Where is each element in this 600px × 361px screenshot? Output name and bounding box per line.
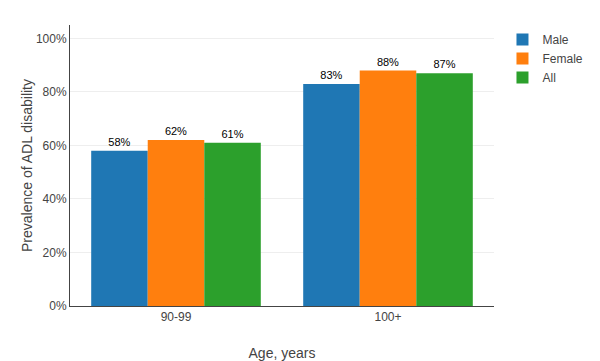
svg-text:All: All [542, 71, 555, 85]
svg-text:20%: 20% [43, 246, 67, 260]
svg-text:60%: 60% [43, 139, 67, 153]
svg-text:Prevalence of ADL disability: Prevalence of ADL disability [19, 79, 35, 252]
svg-text:0%: 0% [49, 299, 67, 313]
svg-text:Male: Male [542, 33, 568, 47]
svg-text:40%: 40% [43, 192, 67, 206]
svg-text:100%: 100% [36, 32, 67, 46]
svg-text:61%: 61% [221, 128, 243, 140]
svg-text:100+: 100+ [374, 310, 401, 324]
svg-text:Female: Female [542, 52, 582, 66]
svg-text:58%: 58% [108, 136, 130, 148]
svg-text:83%: 83% [320, 69, 342, 81]
svg-text:80%: 80% [43, 85, 67, 99]
svg-text:62%: 62% [165, 125, 187, 137]
svg-text:90-99: 90-99 [161, 310, 192, 324]
svg-text:87%: 87% [433, 58, 455, 70]
svg-text:88%: 88% [377, 56, 399, 68]
svg-text:Age, years: Age, years [249, 345, 316, 361]
